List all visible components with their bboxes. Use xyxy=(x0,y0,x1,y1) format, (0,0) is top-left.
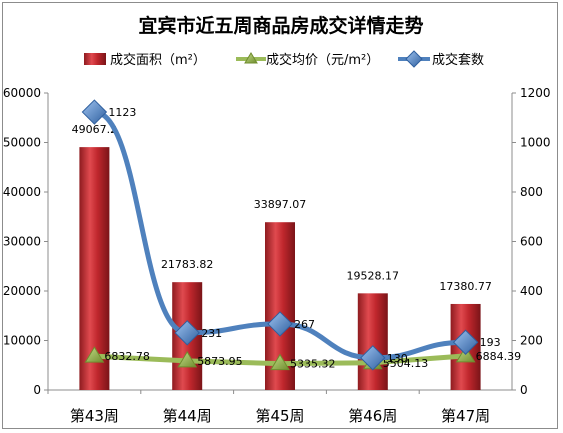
y-right-tick-label: 1200 xyxy=(520,86,551,100)
y-right-tick-label: 600 xyxy=(520,235,543,249)
bar-data-labels: 49067.2 21783.82 33897.07 19528.17 17380.77 xyxy=(72,123,492,293)
price-data-label: 6884.39 xyxy=(476,350,521,363)
price-point xyxy=(177,350,198,368)
chart-title: 宜宾市近五周商品房成交详情走势 xyxy=(138,14,423,37)
legend-label-price: 成交均价（元/m²） xyxy=(266,52,379,68)
units-data-label: 130 xyxy=(387,352,408,365)
units-point xyxy=(452,329,479,355)
price-data-label: 5335.32 xyxy=(290,358,336,371)
units-point xyxy=(174,320,200,346)
legend-item-units: 成交套数 xyxy=(398,50,484,68)
y-left-tick-label: 20000 xyxy=(3,284,41,298)
y-right-tick-label: 200 xyxy=(520,334,543,348)
units-data-label: 1123 xyxy=(108,106,136,119)
x-tick-label: 第44周 xyxy=(163,407,212,425)
price-series: 6832.78 5873.95 5335.32 5504.13 6884.39 xyxy=(84,345,521,371)
y-left-tick-label: 0 xyxy=(33,383,41,397)
units-point xyxy=(81,99,108,125)
bar-data-label: 19528.17 xyxy=(347,269,400,282)
x-tick-labels: 第43周 第44周 第45周 第46周 第47周 xyxy=(47,390,490,425)
bar xyxy=(357,293,388,390)
y-right-tick-label: 400 xyxy=(520,284,543,298)
units-line-path xyxy=(91,109,469,361)
units-data-label: 267 xyxy=(294,318,315,331)
y-left-tick-label: 50000 xyxy=(3,136,41,150)
price-point xyxy=(270,353,290,371)
legend-marker-price xyxy=(244,52,258,64)
y-left-tick-label: 30000 xyxy=(3,235,41,249)
x-tick-label: 第43周 xyxy=(70,407,119,425)
units-data-label: 193 xyxy=(480,336,501,349)
legend: 成交面积（m²） 成交均价（元/m²） 成交套数 xyxy=(84,50,484,68)
y-right-tick-label: 1000 xyxy=(520,136,551,150)
bar-data-label: 21783.82 xyxy=(161,258,214,271)
legend-label-area: 成交面积（m²） xyxy=(110,52,206,68)
y-left-tick-label: 40000 xyxy=(3,185,41,199)
legend-item-price: 成交均价（元/m²） xyxy=(236,52,379,68)
y-left-tick-label: 60000 xyxy=(3,86,41,100)
units-series: 1123 231 267 130 193 xyxy=(81,99,501,371)
legend-marker-units xyxy=(405,50,423,68)
y-right-tick-label: 800 xyxy=(520,185,543,199)
price-data-label: 6832.78 xyxy=(104,350,149,363)
bar-data-label: 17380.77 xyxy=(439,280,492,293)
bar-data-label: 49067.2 xyxy=(72,123,118,136)
y-left-tick-labels: 0 10000 20000 30000 40000 50000 60000 xyxy=(3,86,48,397)
x-tick-label: 第46周 xyxy=(348,407,397,425)
x-tick-label: 第47周 xyxy=(441,407,490,425)
y-right-tick-labels: 0 200 400 600 800 1000 1200 xyxy=(512,86,551,397)
y-left-tick-label: 10000 xyxy=(3,334,41,348)
units-data-label: 231 xyxy=(201,327,222,340)
y-right-tick-label: 0 xyxy=(520,383,528,397)
price-data-label: 5873.95 xyxy=(197,355,243,368)
bar-data-label: 33897.07 xyxy=(254,198,307,211)
price-point xyxy=(84,346,105,363)
legend-item-area: 成交面积（m²） xyxy=(84,52,206,68)
units-point xyxy=(267,311,293,337)
x-tick-label: 第45周 xyxy=(255,407,304,425)
legend-label-units: 成交套数 xyxy=(432,52,484,68)
units-point xyxy=(360,345,386,371)
price-data-label: 5504.13 xyxy=(383,357,429,370)
legend-swatch-area xyxy=(84,53,106,65)
